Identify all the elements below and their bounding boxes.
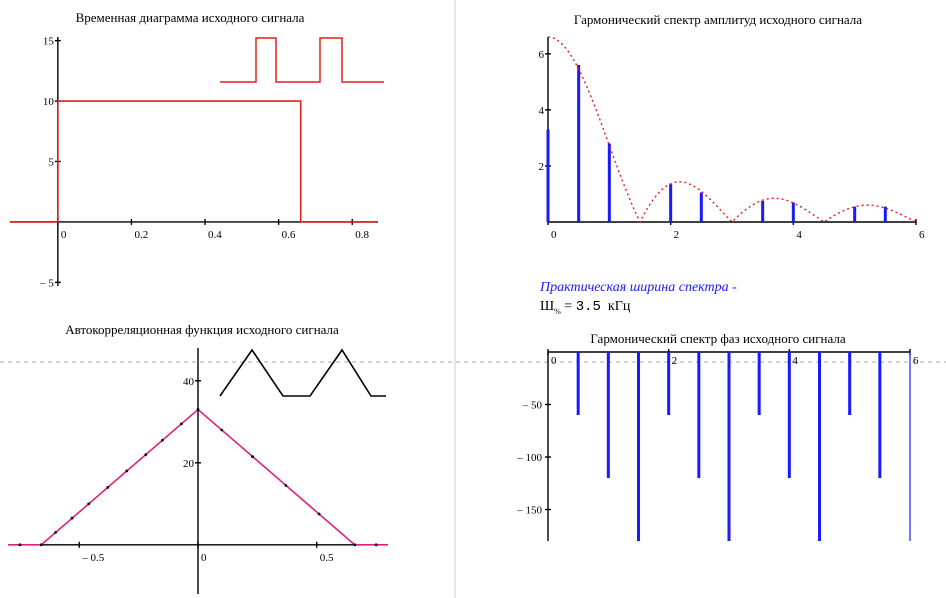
- autocorr-marker: [220, 428, 224, 432]
- phase-y-tick-label: – 50: [522, 400, 543, 412]
- phase-y-tick-label: – 100: [516, 452, 542, 464]
- autocorr-marker: [70, 516, 74, 520]
- amp-chart: 0 2 4 6 6 4 2: [539, 36, 925, 241]
- autocorr-marker: [251, 455, 255, 459]
- autocorr-y-tick-label: 40: [183, 376, 195, 388]
- autocorr-x-tick-label: – 0.5: [81, 552, 105, 564]
- time-chart: 0 0.2 0.4 0.6 0.8 15 10 5 – 5: [10, 36, 378, 289]
- autocorr-marker: [106, 486, 110, 489]
- autocorr-marker: [125, 469, 129, 473]
- autocorr-marker: [144, 453, 148, 456]
- bandwidth-unit: кГц: [607, 299, 631, 314]
- autocorr-marker: [18, 543, 22, 547]
- time-x-tick-label: 0.4: [208, 229, 222, 241]
- time-x-tick-label: 0.2: [134, 229, 148, 241]
- chart-title-time: Временная диаграмма исходного сигнала: [76, 10, 305, 25]
- phase-x-tick-label: 0: [551, 355, 557, 367]
- chart-title-amplitude: Гармонический спектр амплитуд исходного …: [574, 12, 862, 27]
- time-series-line: [10, 100, 378, 223]
- autocorr-marker: [54, 531, 57, 534]
- chart-title-autocorrelation: Автокорреляционная функция исходного сиг…: [65, 322, 339, 337]
- autocorr-x-tick-label: 0.5: [320, 552, 334, 564]
- autocorr-marker: [353, 543, 357, 547]
- amp-x-tick-label: 4: [796, 229, 802, 241]
- practical-bandwidth-note: Практическая ширина спектра - Ш% = 3.5 к…: [540, 278, 737, 321]
- time-x-tick-label: 0.6: [282, 229, 296, 241]
- amp-x-tick-label: 6: [919, 229, 925, 241]
- time-x-tick-label: 0.8: [355, 229, 369, 241]
- time-x-tick-label: 0: [61, 229, 67, 241]
- time-y-tick-label: 15: [43, 36, 55, 48]
- phase-chart: 0 2 4 6 – 50 – 100 – 150: [516, 349, 919, 541]
- time-y-tick-label: 5: [48, 157, 54, 169]
- autocorr-y-tick-label: 20: [183, 458, 195, 470]
- amp-x-tick-label: 0: [551, 229, 557, 241]
- phase-x-tick-label: 6: [913, 355, 919, 367]
- autocorr-marker: [39, 543, 43, 547]
- phase-x-tick-label: 4: [792, 355, 798, 367]
- amp-y-tick-label: 6: [539, 49, 545, 61]
- pulse-train-icon: [220, 37, 384, 83]
- bandwidth-symbol: Ш: [540, 299, 555, 314]
- amp-envelope-line: [547, 36, 917, 224]
- autocorr-marker: [284, 483, 288, 487]
- time-y-tick-label: – 5: [39, 277, 54, 289]
- bandwidth-value: 3.5: [575, 299, 601, 315]
- bandwidth-subscript: %: [554, 306, 561, 316]
- autocorr-marker: [317, 512, 321, 516]
- amp-y-tick-label: 2: [539, 161, 545, 173]
- bandwidth-label: Практическая ширина спектра -: [540, 280, 737, 295]
- autocorr-marker: [160, 438, 164, 442]
- autocorr-marker: [374, 543, 378, 547]
- time-y-tick-label: 10: [43, 96, 55, 108]
- amp-x-tick-label: 2: [674, 229, 680, 241]
- autocorr-chart: – 0.5 0 0.5 40 20: [8, 348, 388, 594]
- bandwidth-equals: =: [564, 299, 573, 314]
- autocorr-marker: [87, 502, 91, 506]
- phase-y-tick-label: – 150: [516, 505, 542, 517]
- phase-x-tick-label: 2: [672, 355, 678, 367]
- chart-title-phase: Гармонический спектр фаз исходного сигна…: [590, 331, 846, 346]
- triangle-wave-icon: [219, 348, 386, 397]
- autocorr-marker: [179, 422, 183, 426]
- amp-y-tick-label: 4: [539, 105, 545, 117]
- autocorr-marker: [196, 408, 200, 411]
- bandwidth-value-line: Ш% = 3.5 кГц: [540, 297, 737, 321]
- autocorr-x-tick-label: 0: [201, 552, 207, 564]
